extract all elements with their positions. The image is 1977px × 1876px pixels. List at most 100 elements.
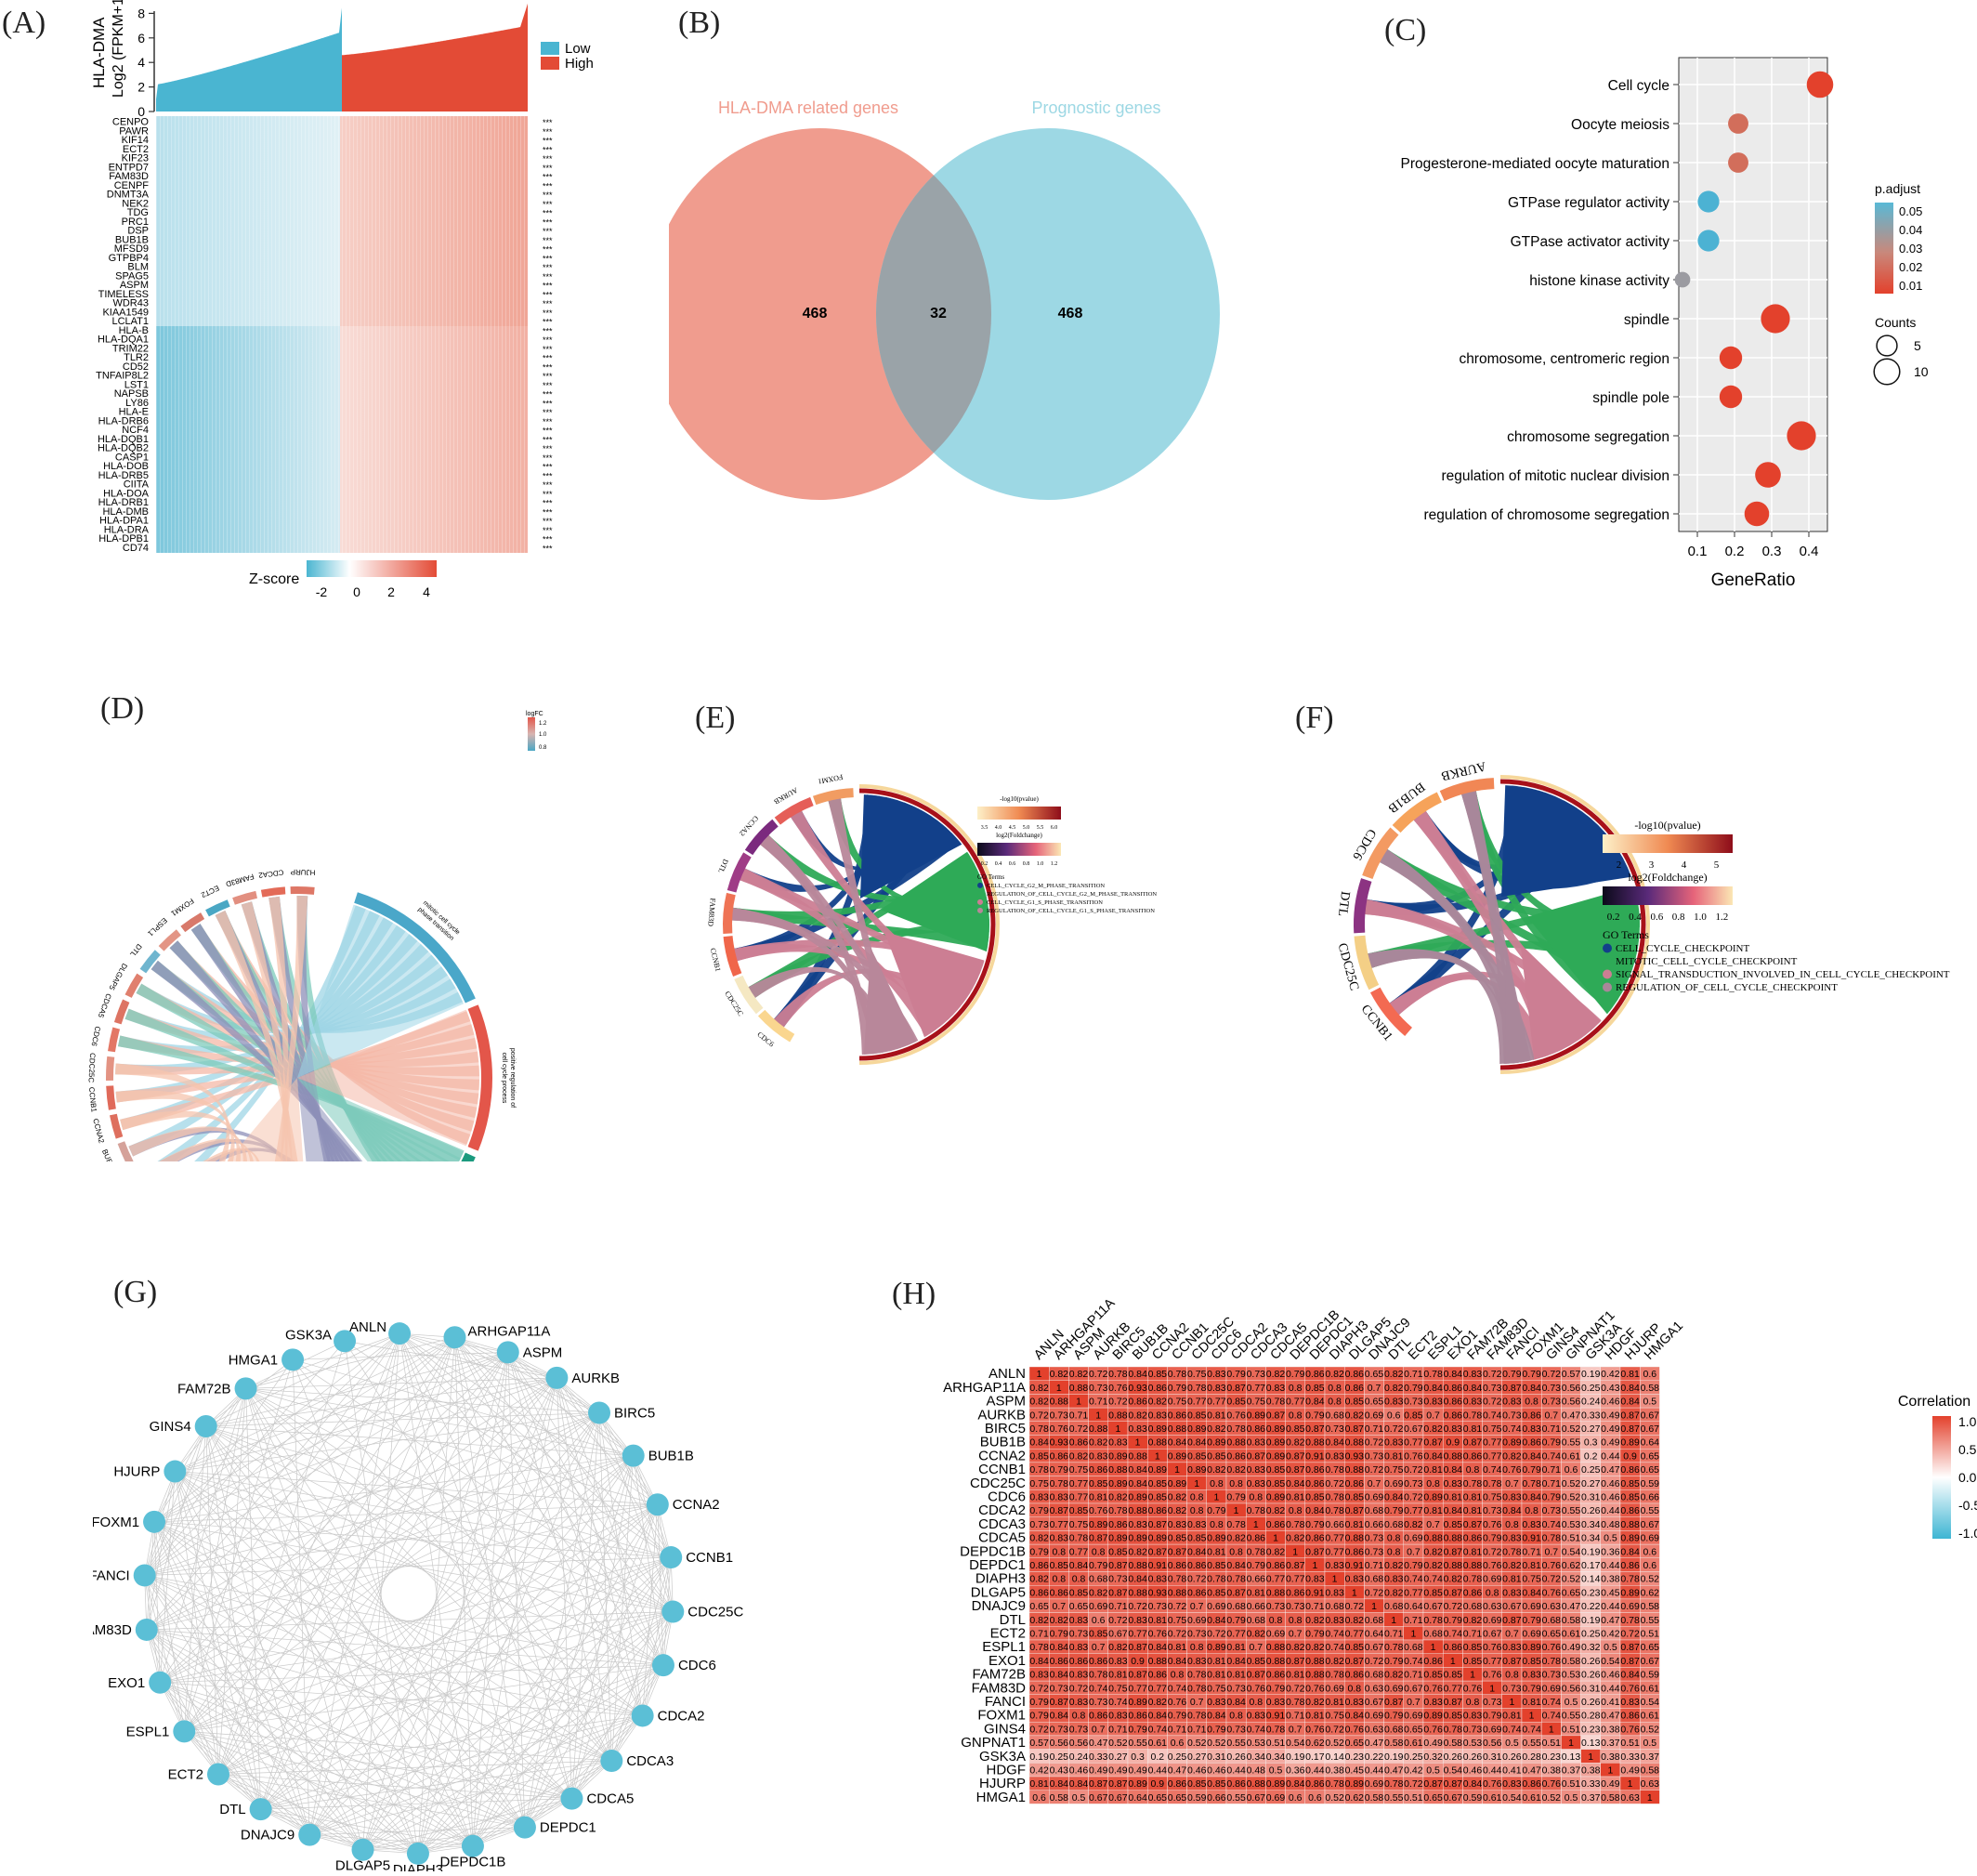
heatmap-cell-value: 0.83	[1168, 1519, 1187, 1530]
foldchange-legend-title: log2(Foldchange)	[1628, 871, 1707, 884]
network-edge	[205, 1425, 672, 1558]
heatmap-cell-value: 0.19	[1581, 1546, 1601, 1557]
heatmap-cell-value: 0.84	[1226, 1560, 1246, 1571]
heatmap-cell-value: 0.59	[1187, 1792, 1207, 1804]
heatmap-cell-value: 0.84	[1168, 1437, 1187, 1449]
heatmap-cell-value: 0.84	[1444, 1464, 1463, 1476]
heatmap-cell-value: 0.79	[1029, 1697, 1049, 1708]
heatmap-cell-value: 0.84	[1207, 1615, 1226, 1626]
network-edge	[245, 1388, 600, 1413]
significance-mark: ***	[543, 426, 553, 436]
heatmap-cell-value: 0.85	[1207, 1778, 1226, 1790]
heatmap-cell-value: 0.47	[1601, 1711, 1620, 1722]
heatmap-cell-value: 0.47	[1168, 1765, 1187, 1777]
significance-mark: ***	[543, 236, 553, 245]
y-tick-label: 2	[137, 80, 145, 95]
heatmap-cell-value: 0.85	[1345, 1492, 1365, 1503]
heatmap-cell-value: 0.83	[1502, 1492, 1522, 1503]
network-edge	[184, 1611, 674, 1732]
network-edge	[153, 1521, 572, 1799]
panel-label-h: (H)	[892, 1277, 936, 1311]
heatmap-cell-value: 0.5	[1643, 1397, 1656, 1408]
heatmap-cell-value: 0.72	[1345, 1601, 1365, 1612]
heatmap-cell-value: 0.25	[1168, 1751, 1187, 1763]
heatmap-cell-value: 0.86	[1108, 1519, 1128, 1530]
significance-mark: ***	[543, 480, 553, 490]
go-term-dot	[977, 890, 983, 897]
heatmap-cell-value: 0.66	[1247, 1601, 1266, 1612]
gene-label: CDC6	[89, 1026, 101, 1048]
network-edge	[399, 1332, 674, 1612]
heatmap-cell-value: 0.82	[1423, 1560, 1443, 1571]
heatmap-cell-value: 0.73	[1463, 1724, 1483, 1735]
heatmap-cell-value: 0.87	[1108, 1587, 1128, 1598]
network-edge	[146, 1455, 634, 1631]
heatmap-cell-value: 0.75	[1483, 1492, 1502, 1503]
heatmap-cell-value: 0.74	[1502, 1724, 1522, 1735]
foldchange-tick: 0.4	[995, 861, 1002, 867]
heatmap-cell-value: 0.89	[1207, 1533, 1226, 1544]
heatmap-cell-value: 1	[1155, 1450, 1160, 1462]
network-edge	[144, 1575, 219, 1775]
heatmap-cell-value: 0.81	[1207, 1410, 1226, 1421]
heatmap-cell-value: 0.84	[1305, 1505, 1325, 1516]
network-edge	[205, 1425, 526, 1828]
heatmap-cell-value: 0.74	[1483, 1464, 1502, 1476]
heatmap-cell-value: 0.86	[1423, 1656, 1443, 1667]
heatmap-cell-value: 0.27	[1581, 1423, 1601, 1435]
heatmap-cell-value: 0.55	[1226, 1792, 1246, 1804]
network-edge	[507, 1352, 634, 1456]
heatmap-cell-value: 0.81	[1207, 1656, 1226, 1667]
heatmap-cell-value: 0.78	[1168, 1369, 1187, 1380]
heatmap-cell-value: 0.27	[1108, 1751, 1128, 1763]
heatmap-cell-value: 0.89	[1128, 1492, 1147, 1503]
heatmap-cell-value: 0.83	[1069, 1615, 1089, 1626]
significance-mark: ***	[543, 263, 553, 272]
heatmap-cell-value: 0.82	[1384, 1369, 1404, 1380]
heatmap-cell-value: 0.55	[1226, 1738, 1246, 1749]
heatmap-cell-value: 0.82	[1423, 1546, 1443, 1557]
heatmap-cell-value: 0.8	[1505, 1519, 1519, 1530]
network-edge	[571, 1504, 659, 1799]
heatmap-cell-value: 0.89	[1423, 1492, 1443, 1503]
heatmap-cell-value: 0.84	[1620, 1546, 1640, 1557]
heatmap-cell-value: 0.84	[1050, 1642, 1069, 1653]
chord-ribbon	[115, 1024, 475, 1103]
heatmap-cell-value: 0.53	[1562, 1670, 1581, 1681]
heatmap-cell-value: 0.82	[1148, 1697, 1168, 1708]
heatmap-cell-value: 0.89	[1620, 1437, 1640, 1449]
heatmap-cell-value: 0.68	[1404, 1642, 1423, 1653]
heatmap-cell-value: 0.72	[1089, 1369, 1108, 1380]
heatmap-cell-value: 0.85	[1444, 1711, 1463, 1722]
heatmap-cell-value: 0.82	[1029, 1383, 1049, 1394]
heatmap-cell-value: 0.86	[1345, 1546, 1365, 1557]
heatmap-cell-value: 0.84	[1305, 1397, 1325, 1408]
heatmap-cell-value: 0.84	[1128, 1478, 1147, 1489]
heatmap-cell-value: 0.78	[1463, 1410, 1483, 1421]
heatmap-cell-value: 0.61	[1641, 1711, 1660, 1722]
heatmap-cell-value: 0.69	[1325, 1683, 1344, 1694]
network-edge	[144, 1359, 294, 1576]
pvalue-tick: 2	[1617, 859, 1622, 871]
gene-label: CDCA2	[257, 868, 284, 879]
heatmap-cell-value: 0.44	[1601, 1505, 1620, 1516]
y-tick-label: 4	[137, 55, 145, 70]
heatmap-cell-value: 0.82	[1345, 1615, 1365, 1626]
foldchange-ring	[1499, 775, 1650, 1074]
significance-mark: ***	[543, 308, 553, 318]
significance-mark: ***	[543, 444, 553, 453]
gene-label: DSP	[127, 226, 149, 237]
heatmap-cell-value: 0.46	[1601, 1670, 1620, 1681]
heatmap-cell-value: 0.69	[1384, 1478, 1404, 1489]
heatmap-cell-value: 0.85	[1463, 1656, 1483, 1667]
heatmap-cell-value: 0.83	[1423, 1697, 1443, 1708]
network-node-label: DTL	[219, 1802, 245, 1817]
row-label: ANLN	[988, 1366, 1026, 1382]
heatmap-cell-value: 0.71	[1404, 1670, 1423, 1681]
heatmap-cell-value: 0.71	[1286, 1711, 1305, 1722]
legend-high-swatch	[541, 57, 559, 70]
heatmap-cell-value: 0.71	[1108, 1601, 1128, 1612]
chord-ribbon	[120, 1110, 241, 1240]
